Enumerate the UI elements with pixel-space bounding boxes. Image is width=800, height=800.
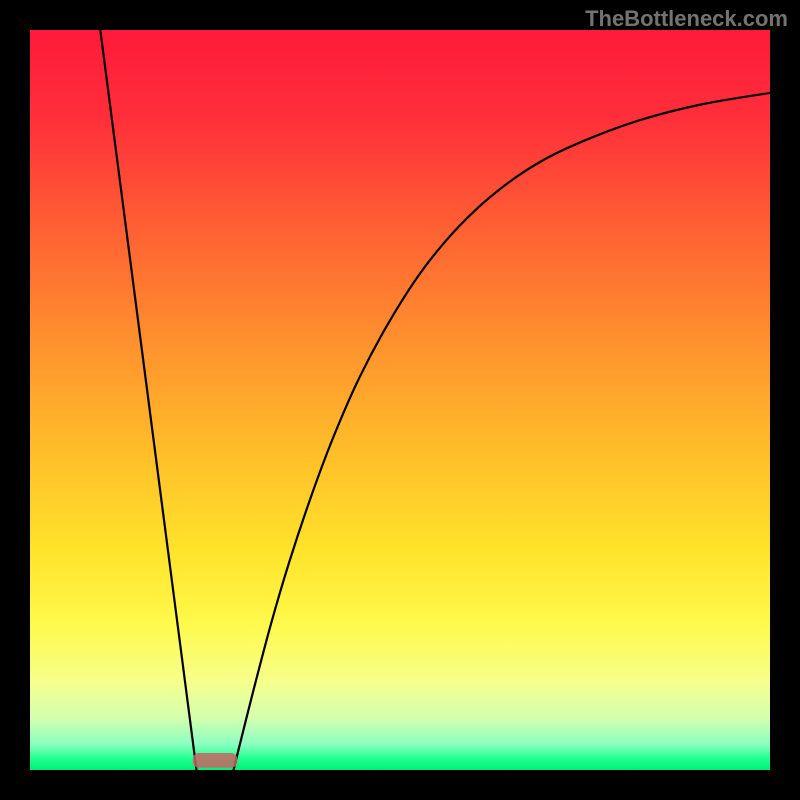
- optimal-marker: [193, 753, 237, 768]
- watermark-text: TheBottleneck.com: [585, 6, 788, 32]
- chart-svg: [0, 0, 800, 800]
- bottleneck-chart: TheBottleneck.com: [0, 0, 800, 800]
- gradient-background: [30, 30, 770, 770]
